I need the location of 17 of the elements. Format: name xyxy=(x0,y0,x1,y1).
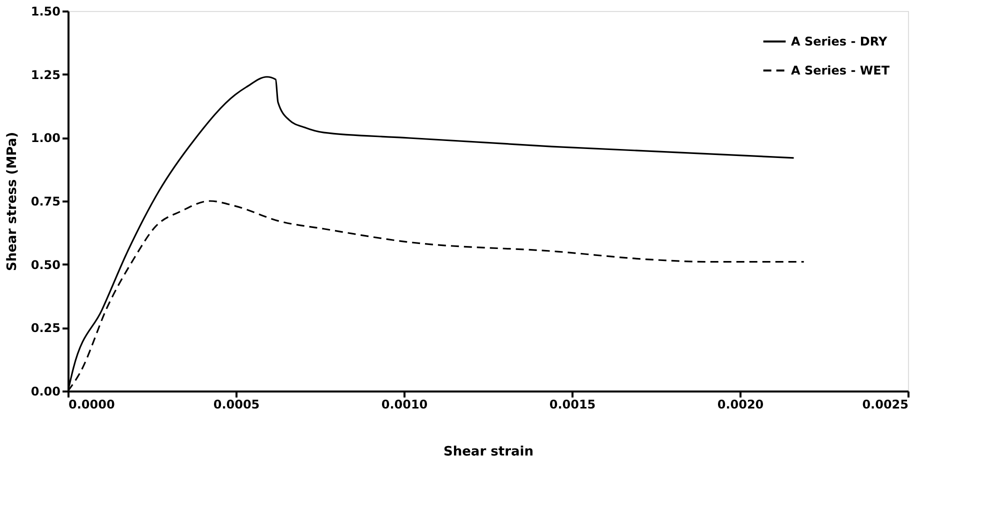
y-tick-label: 1.50 xyxy=(30,4,60,18)
x-tick-label: 0.0000 xyxy=(68,398,115,412)
y-tick-label: 0.50 xyxy=(30,258,60,272)
y-tick-label: 1.25 xyxy=(30,68,60,82)
y-tick-label: 0.00 xyxy=(30,384,60,398)
legend-label: A Series - WET xyxy=(791,64,890,78)
y-tick-label: 0.75 xyxy=(30,194,60,208)
x-tick-label: 0.0025 xyxy=(862,398,908,412)
x-tick-label: 0.0020 xyxy=(717,398,764,412)
x-axis-title: Shear strain xyxy=(444,444,534,460)
y-tick-label: 1.00 xyxy=(30,131,60,146)
y-axis-title: Shear stress (MPa) xyxy=(4,132,20,272)
legend-label: A Series - DRY xyxy=(791,34,888,48)
y-tick-label: 0.25 xyxy=(30,321,60,336)
x-tick-label: 0.0010 xyxy=(381,398,428,412)
x-tick-label: 0.0005 xyxy=(213,398,260,412)
x-tick-label: 0.0015 xyxy=(549,398,596,412)
